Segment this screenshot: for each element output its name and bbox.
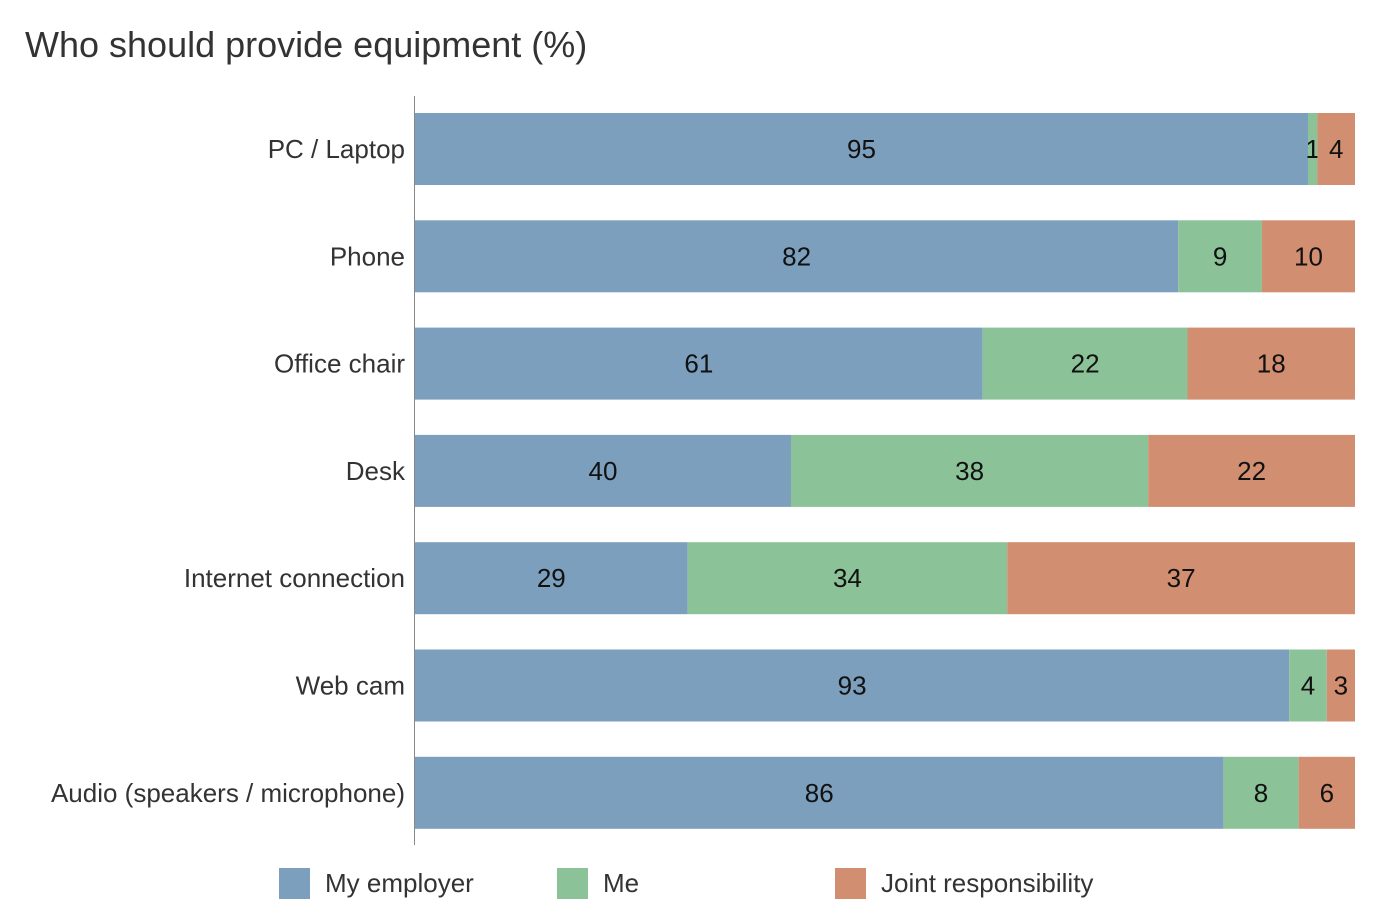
data-label: 1 [1305,134,1319,164]
chart-title: Who should provide equipment (%) [25,24,588,65]
data-label: 4 [1329,134,1343,164]
bar-segment [415,434,791,507]
bar-segment [415,756,1224,829]
bar-segment [415,113,1308,185]
category-label: Office chair [274,349,405,379]
category-label: Web cam [296,671,405,701]
bar-segment [982,327,1188,400]
bar-segment [1298,756,1355,829]
category-label: Internet connection [184,563,405,593]
data-label: 38 [955,456,984,486]
bar-segment [1308,113,1318,185]
bar-segment [415,327,983,400]
category-label: PC / Laptop [268,134,405,164]
bar-segment [1261,220,1355,293]
data-label: 40 [589,456,618,486]
data-label: 82 [782,241,811,271]
data-label: 3 [1334,671,1348,701]
data-label: 29 [537,563,566,593]
bar-segment [687,542,1008,615]
legend-item-employer: My employer [279,868,474,899]
data-label: 95 [847,134,876,164]
data-label: 10 [1294,241,1323,271]
legend-swatch [557,868,588,899]
data-label: 9 [1213,241,1227,271]
data-label: 37 [1167,563,1196,593]
legend-item-me: Me [557,868,639,899]
bar-segment [1289,649,1327,722]
legend-label: Joint responsibility [881,868,1094,898]
data-label: 6 [1320,778,1334,808]
legend-swatch [279,868,310,899]
data-label: 61 [684,349,713,379]
data-label: 22 [1071,349,1100,379]
data-label: 93 [838,671,867,701]
legend-label: Me [603,868,640,898]
bar-segment [1223,756,1299,829]
legend-swatch [835,868,866,899]
data-label: 86 [805,778,834,808]
data-label: 4 [1301,671,1315,701]
bar-segment [1326,649,1355,722]
bar-segment [1007,542,1355,615]
bar-segment [791,434,1149,507]
category-label: Desk [346,456,406,486]
bar-segment [1317,113,1355,185]
data-label: 18 [1257,349,1286,379]
bar-segment [415,542,688,615]
bar-segment [415,220,1179,293]
data-label: 8 [1254,778,1268,808]
category-label: Audio (speakers / microphone) [51,778,405,808]
bar-segment [1187,327,1355,400]
legend-item-joint: Joint responsibility [835,868,1093,899]
data-label: 22 [1237,456,1266,486]
bar-segment [415,649,1290,722]
category-label: Phone [330,241,405,271]
data-label: 34 [833,563,862,593]
bar-segment [1178,220,1262,293]
bar-segment [1148,434,1355,507]
legend-label: My employer [325,868,474,898]
